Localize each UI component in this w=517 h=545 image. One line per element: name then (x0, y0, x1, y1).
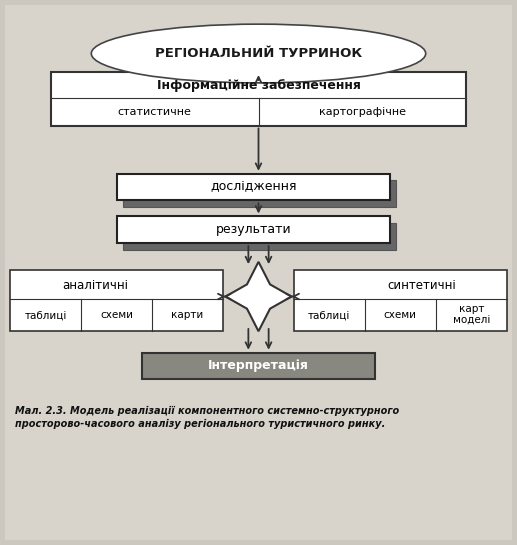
Bar (142, 353, 375, 379)
Bar (123, 223, 397, 250)
Text: схеми: схеми (100, 310, 133, 320)
Text: карт
моделі: карт моделі (452, 305, 490, 326)
Text: Мал. 2.3. Модель реалізації компонентного системно-структурного
просторово-часов: Мал. 2.3. Модель реалізації компонентног… (16, 406, 400, 429)
Bar (51, 72, 466, 126)
Text: дослідження: дослідження (210, 180, 297, 193)
Text: таблиці: таблиці (308, 310, 351, 320)
Text: Інформаційне забезпечення: Інформаційне забезпечення (157, 78, 360, 92)
Polygon shape (225, 262, 292, 331)
Bar (294, 270, 507, 331)
Text: схеми: схеми (384, 310, 417, 320)
Text: Інтерпретація: Інтерпретація (208, 360, 309, 372)
Bar (117, 216, 390, 243)
Text: карти: карти (172, 310, 204, 320)
Ellipse shape (92, 24, 425, 83)
Bar (123, 180, 397, 207)
Text: РЕГІОНАЛЬНИЙ ТУРРИНОК: РЕГІОНАЛЬНИЙ ТУРРИНОК (155, 47, 362, 60)
Bar (10, 270, 223, 331)
Text: синтетичні: синтетичні (387, 278, 456, 292)
Text: результати: результати (216, 223, 291, 237)
Bar (117, 174, 390, 201)
Text: таблиці: таблиці (24, 310, 67, 320)
Text: статистичне: статистичне (118, 107, 192, 117)
Text: картографічне: картографічне (319, 107, 406, 117)
Text: аналітичні: аналітичні (63, 278, 128, 292)
